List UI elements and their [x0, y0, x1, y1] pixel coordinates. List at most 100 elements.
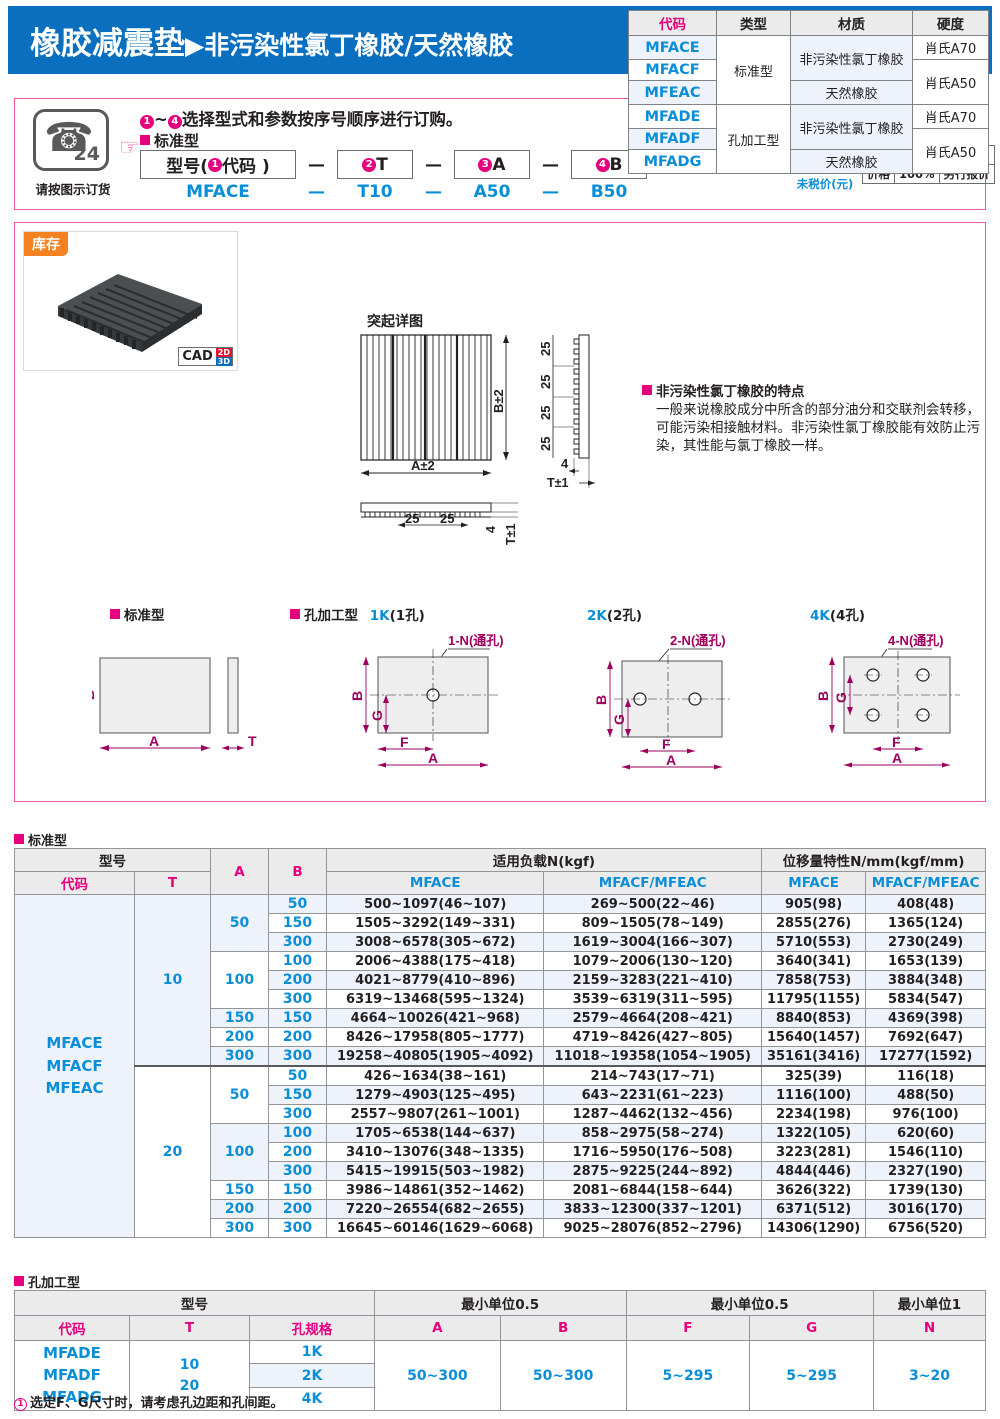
footnote-text: 选定F、G尺寸时，请考虑孔边距和孔间距。 [30, 1396, 284, 1411]
spec-header-model: 型号 [14, 848, 211, 872]
spec-load1: 4664~10026(421~968) [325, 1008, 545, 1028]
spec-b: 300 [268, 932, 327, 952]
label-standard-type: 标准型 [110, 604, 165, 624]
table-row: 300 2557~9807(261~1001) 1287~4462(132~45… [15, 1104, 986, 1124]
table-row: 200 3410~13076(348~1335) 1716~5950(176~5… [15, 1142, 986, 1162]
spec-a-100: 100 [210, 951, 269, 1009]
footnote-number: 1 [14, 1398, 27, 1411]
spec-b: 100 [268, 1123, 327, 1143]
spec-table-body: MFACE MFACF MFEAC 10 50 50 500~1097(46~1… [14, 894, 986, 1238]
spec-disp2: 2730(249) [865, 932, 986, 952]
order-step-1-badge: 1 [140, 115, 154, 129]
code-step-1-badge: 1 [208, 157, 223, 172]
material-table: 代码 类型 材质 硬度 MFACE 标准型 非污染性氯丁橡胶 肖氏A70 MFA… [628, 10, 989, 174]
spec-disp2: 488(50) [865, 1085, 986, 1105]
spec-load2: 9025~28076(852~2796) [543, 1218, 762, 1238]
example-a: A50 [473, 182, 511, 202]
spec-header-row-2: 代码 T MFACE MFACF/MFEAC MFACE MFACF/MFEAC [14, 871, 986, 895]
example-b: B50 [590, 182, 628, 202]
spec-load1: 1705~6538(144~637) [325, 1123, 545, 1143]
spec-b: 300 [268, 1046, 327, 1067]
mat-hardness-a50: 肖氏A50 [912, 59, 989, 105]
spec-load2: 1287~4462(132~456) [543, 1104, 762, 1124]
order-type-label-row: 标准型 [140, 130, 199, 151]
table-row: 300 300 16645~60146(1629~6068) 9025~2807… [15, 1218, 986, 1238]
spec-b: 300 [268, 1104, 327, 1124]
spec-b: 300 [268, 1161, 327, 1181]
code-box-model: 型号(1 代码 ) [140, 150, 296, 179]
spec-disp1: 8840(853) [760, 1008, 867, 1028]
spec-header-a: A [210, 848, 269, 895]
bullet-square-icon [290, 609, 300, 619]
mat-code-mfadf: MFADF [628, 128, 717, 150]
dim-b: B [92, 690, 97, 700]
mat-type-hole: 孔加工型 [716, 104, 791, 174]
title-arrow: ▶ [185, 30, 205, 60]
order-type-label: 标准型 [154, 132, 200, 150]
table-row: MFADE 孔加工型 非污染性氯丁橡胶 肖氏A70 [628, 104, 989, 174]
hole-spec-2k: 2K [249, 1363, 375, 1388]
section-label-hole: 孔加工型 [14, 1272, 80, 1291]
hole-type-text: 孔加工型 [304, 608, 358, 624]
standard-spec-table: 型号 A B 适用负载N(kgf) 位移量特性N/mm(kgf/mm) 代码 T… [14, 848, 987, 1238]
spec-load2: 643~2231(61~223) [543, 1085, 762, 1105]
spec-header-code: 代码 [14, 871, 135, 895]
spec-a: 300 [210, 1046, 269, 1067]
spec-load1: 5415~19915(503~1982) [325, 1161, 545, 1181]
hole-header-model: 型号 [14, 1290, 375, 1316]
spec-a: 200 [210, 1027, 269, 1047]
table-row: 150 150 3986~14861(352~1462) 2081~6844(1… [15, 1180, 986, 1200]
spec-disp1: 4844(446) [760, 1161, 867, 1181]
spec-b: 200 [268, 1199, 327, 1219]
spec-load1: 3008~6578(305~672) [325, 932, 545, 952]
spec-disp2: 6756(520) [865, 1218, 986, 1238]
spec-load1: 19258~40805(1905~4092) [325, 1046, 545, 1067]
table-row: 300 5415~19915(503~1982) 2875~9225(244~8… [15, 1161, 986, 1181]
hole-header-row-2: 代码 T 孔规格 A B F G N [14, 1315, 986, 1341]
spec-a: 150 [210, 1008, 269, 1028]
section-label-hole-text: 孔加工型 [28, 1276, 81, 1291]
spec-b: 50 [268, 1065, 327, 1086]
example-dash-1: — [308, 182, 325, 202]
spec-disp2: 116(18) [865, 1065, 986, 1086]
bullet-square-icon [14, 1276, 24, 1286]
svg-text:B: B [349, 691, 365, 701]
code-box-b-label: B [609, 154, 623, 175]
hole-code-mfadg: MFADG [42, 1387, 102, 1406]
spec-disp2: 2327(190) [865, 1161, 986, 1181]
spec-header-disp: 位移量特性N/mm(kgf/mm) [760, 848, 987, 872]
spec-disp2: 3016(170) [865, 1199, 986, 1219]
spec-header-disp-mfacf: MFACF/MFEAC [865, 871, 986, 895]
spec-disp1: 35161(3416) [760, 1046, 867, 1067]
hole-header-row-1: 型号 最小单位0.5 最小单位0.5 最小单位1 [14, 1290, 986, 1316]
order-instruction: 1 ~4 选择型式和参数按序号顺序进行订购。 [140, 106, 462, 130]
spec-header-b: B [268, 848, 327, 895]
spec-a: 200 [210, 1199, 269, 1219]
dim-a: A [149, 733, 159, 749]
spec-b: 200 [268, 1027, 327, 1047]
svg-text:G: G [369, 710, 385, 721]
spec-disp2: 1739(130) [865, 1180, 986, 1200]
spec-disp1: 3626(322) [760, 1180, 867, 1200]
spec-code-mfeac: MFEAC [45, 1079, 104, 1098]
code-box-a-label: A [492, 154, 506, 175]
order-instruction-prefix: ~ [154, 110, 168, 129]
dim-25-label-b: 25 [440, 511, 454, 526]
cad-download-badge[interactable]: CAD 2D 3D [178, 347, 233, 366]
hole-header-g: G [749, 1315, 874, 1341]
label-4k: 4K(4孔) [810, 604, 865, 624]
bullet-square-icon [14, 834, 24, 844]
diagram-1k: 1-N(通孔) B G F A [349, 633, 504, 768]
spec-load2: 269~500(22~46) [543, 894, 762, 914]
spec-a: 150 [210, 1180, 269, 1200]
table-row: 300 300 19258~40805(1905~4092) 11018~193… [15, 1046, 986, 1067]
code-dash-3: — [542, 154, 559, 175]
label-2k: 2K(2孔) [587, 604, 642, 624]
svg-text:25: 25 [538, 342, 553, 356]
dim-t-label-bottom: T±1 [504, 524, 518, 545]
table-row: 100 100 2006~4388(175~418) 1079~2006(130… [15, 951, 986, 1009]
order-instruction-text: 选择型式和参数按序号顺序进行订购。 [181, 110, 463, 129]
hole-range-f: 5~295 [625, 1339, 751, 1412]
